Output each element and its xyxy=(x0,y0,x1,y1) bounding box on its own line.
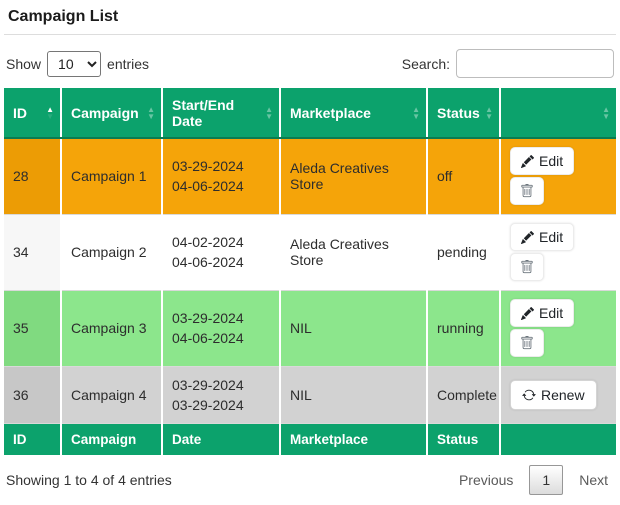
cell-campaign: Campaign 1 xyxy=(61,138,163,215)
column-header-date[interactable]: Start/End Date ▲ ▼ xyxy=(162,88,281,139)
cell-marketplace: Aleda Creatives Store xyxy=(280,214,428,291)
cell-status: running xyxy=(427,290,501,367)
cell-id: 34 xyxy=(4,214,62,291)
cell-status: Complete xyxy=(427,366,501,425)
search-control: Search: xyxy=(402,49,614,78)
edit-button[interactable]: Edit xyxy=(510,147,575,176)
pencil-icon xyxy=(521,306,534,320)
column-header-campaign[interactable]: Campaign ▲ ▼ xyxy=(61,88,163,139)
renew-button-label: Renew xyxy=(541,386,585,403)
end-date: 04-06-2024 xyxy=(172,254,244,270)
cell-actions: Renew xyxy=(500,366,616,425)
footer-header-status: Status xyxy=(427,423,501,456)
table-header-row: ID ▲ ▼ Campaign ▲ ▼ Start/End Date ▲ ▼ Mark… xyxy=(4,88,616,139)
edit-button[interactable]: Edit xyxy=(510,223,575,251)
search-input[interactable] xyxy=(456,49,614,78)
start-date: 04-02-2024 xyxy=(172,233,244,250)
campaign-table: ID ▲ ▼ Campaign ▲ ▼ Start/End Date ▲ ▼ Mark… xyxy=(4,88,616,456)
cell-dates: 03-29-2024 04-06-2024 xyxy=(162,138,281,215)
end-date: 03-29-2024 xyxy=(172,396,244,413)
delete-button[interactable] xyxy=(510,329,544,357)
footer-header-date: Date xyxy=(162,423,281,456)
trash-icon xyxy=(520,184,534,198)
cell-campaign: Campaign 2 xyxy=(61,214,163,291)
column-header-label: Status xyxy=(437,104,480,121)
table-row: 35 Campaign 3 03-29-2024 04-06-2024 NIL … xyxy=(4,290,616,367)
title-divider xyxy=(4,34,616,35)
footer-header-actions xyxy=(500,423,616,456)
show-label: Show xyxy=(6,55,42,72)
column-header-label: Campaign xyxy=(71,104,139,121)
sort-icon: ▲ ▼ xyxy=(485,104,493,121)
cell-marketplace: NIL xyxy=(280,290,428,367)
table-footer-row: ID Campaign Date Marketplace Status xyxy=(4,423,616,456)
end-date: 04-06-2024 xyxy=(172,178,244,195)
column-header-label: ID xyxy=(13,104,27,121)
delete-button[interactable] xyxy=(510,253,544,281)
edit-button-label: Edit xyxy=(539,229,564,245)
cell-status: pending xyxy=(427,214,501,291)
column-header-label: Start/End Date xyxy=(172,96,235,129)
table-controls: Show 10 entries Search: xyxy=(6,49,614,78)
cell-status: off xyxy=(427,138,501,215)
page-title: Campaign List xyxy=(8,8,119,25)
sort-icon: ▲ ▼ xyxy=(265,104,273,121)
page-length-select[interactable]: 10 xyxy=(47,50,102,77)
entries-summary: Showing 1 to 4 of 4 entries xyxy=(6,472,172,489)
cell-dates: 03-29-2024 04-06-2024 xyxy=(162,290,281,367)
sort-icon: ▲ ▼ xyxy=(412,104,420,121)
footer-header-campaign: Campaign xyxy=(61,423,163,456)
pagination: Previous 1 Next xyxy=(453,465,614,496)
table-row: 34 Campaign 2 04-02-2024 04-06-2024 Aled… xyxy=(4,214,616,291)
delete-button[interactable] xyxy=(510,177,544,206)
footer-header-marketplace: Marketplace xyxy=(280,423,428,456)
page-length-control: Show 10 entries xyxy=(6,50,150,77)
next-page-button[interactable]: Next xyxy=(579,472,608,489)
column-header-marketplace[interactable]: Marketplace ▲ ▼ xyxy=(280,88,428,139)
renew-button[interactable]: Renew xyxy=(510,379,597,410)
footer-header-id: ID xyxy=(4,423,62,456)
previous-page-button[interactable]: Previous xyxy=(458,472,514,489)
start-date: 03-29-2024 xyxy=(172,376,244,393)
cell-dates: 03-29-2024 03-29-2024 xyxy=(162,366,281,425)
table-row: 36 Campaign 4 03-29-2024 03-29-2024 NIL … xyxy=(4,366,616,425)
pencil-icon xyxy=(521,230,534,244)
column-header-label: Marketplace xyxy=(290,104,371,121)
cell-marketplace: Aleda Creatives Store xyxy=(280,138,428,215)
pencil-icon xyxy=(521,154,534,168)
cell-actions: Edit xyxy=(500,214,616,291)
start-date: 03-29-2024 xyxy=(172,157,244,174)
cell-id: 28 xyxy=(4,138,62,215)
trash-icon xyxy=(520,336,534,350)
edit-button-label: Edit xyxy=(539,305,564,321)
cell-actions: Edit xyxy=(500,138,616,215)
cell-id: 36 xyxy=(4,366,62,425)
sort-icon: ▲ ▼ xyxy=(46,104,54,121)
cell-campaign: Campaign 4 xyxy=(61,366,163,425)
column-header-id[interactable]: ID ▲ ▼ xyxy=(4,88,62,139)
column-header-status[interactable]: Status ▲ ▼ xyxy=(427,88,501,139)
entries-label: entries xyxy=(107,55,150,72)
search-label: Search: xyxy=(401,55,450,72)
edit-button-label: Edit xyxy=(539,153,564,170)
table-row: 28 Campaign 1 03-29-2024 04-06-2024 Aled… xyxy=(4,138,616,215)
trash-icon xyxy=(520,260,534,274)
page-number-button[interactable]: 1 xyxy=(529,465,564,496)
table-info-bar: Showing 1 to 4 of 4 entries Previous 1 N… xyxy=(6,465,614,496)
sort-icon: ▲ ▼ xyxy=(602,104,610,121)
start-date: 03-29-2024 xyxy=(172,309,244,326)
end-date: 04-06-2024 xyxy=(172,330,244,346)
cell-dates: 04-02-2024 04-06-2024 xyxy=(162,214,281,291)
column-header-actions[interactable]: ▲ ▼ xyxy=(500,88,616,139)
refresh-icon xyxy=(522,388,536,402)
sort-icon: ▲ ▼ xyxy=(147,104,155,121)
cell-campaign: Campaign 3 xyxy=(61,290,163,367)
cell-marketplace: NIL xyxy=(280,366,428,425)
cell-id: 35 xyxy=(4,290,62,367)
edit-button[interactable]: Edit xyxy=(510,299,575,327)
cell-actions: Edit xyxy=(500,290,616,367)
